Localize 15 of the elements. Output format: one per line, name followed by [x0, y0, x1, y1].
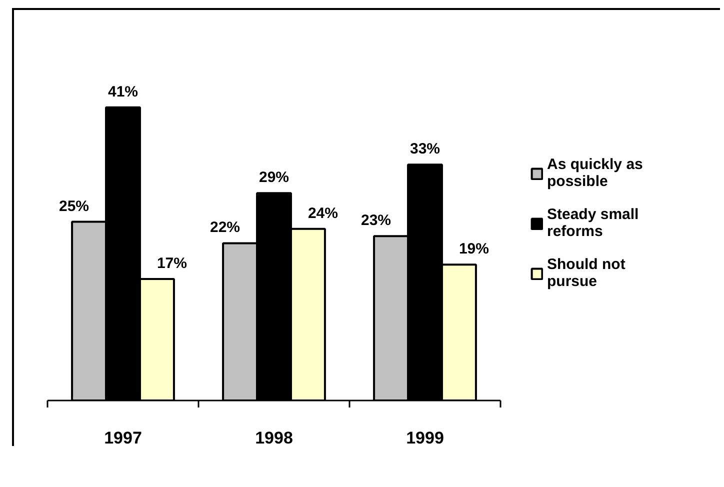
data-label: 29%	[258, 169, 290, 186]
data-label: 41%	[108, 83, 138, 100]
legend-label: As quickly as possible	[547, 156, 643, 190]
legend-label: Steady small reforms	[547, 206, 639, 240]
data-label: 19%	[458, 240, 489, 258]
x-tick-label: 1999	[406, 428, 444, 448]
data-label: 25%	[59, 198, 90, 215]
data-label: 33%	[410, 140, 440, 158]
data-label: 24%	[308, 204, 338, 222]
data-label: 23%	[361, 212, 392, 230]
x-tick-label: 1998	[255, 428, 293, 448]
data-label: 22%	[210, 219, 240, 236]
data-label: 17%	[156, 254, 187, 272]
legend-label: Should not pursue	[547, 256, 626, 290]
x-tick-label: 1997	[104, 428, 142, 448]
